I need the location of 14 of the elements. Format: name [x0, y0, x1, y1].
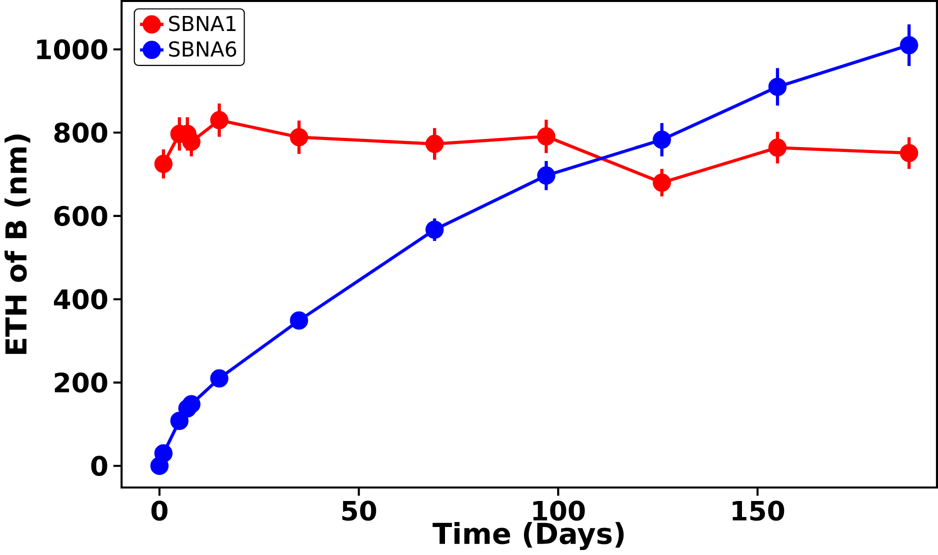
y-tick-label: 200 [54, 372, 108, 393]
legend-label: SBNA6 [169, 41, 236, 58]
y-tick-label: 800 [54, 122, 108, 143]
y-axis-title: ETH of B (nm) [4, 134, 30, 354]
legend-label: SBNA1 [169, 16, 236, 32]
y-tick-label: 400 [54, 289, 108, 310]
x-tick-label: 50 [342, 500, 376, 521]
y-tick-label: 1000 [37, 39, 108, 60]
x-tick-label: 100 [533, 500, 585, 521]
y-tick-label: 600 [54, 206, 108, 226]
x-axis-title: Time (Days) [432, 522, 624, 550]
x-tick-label: 0 [151, 500, 168, 521]
x-tick-label: 150 [732, 500, 784, 521]
y-tick-label: 0 [91, 456, 108, 476]
